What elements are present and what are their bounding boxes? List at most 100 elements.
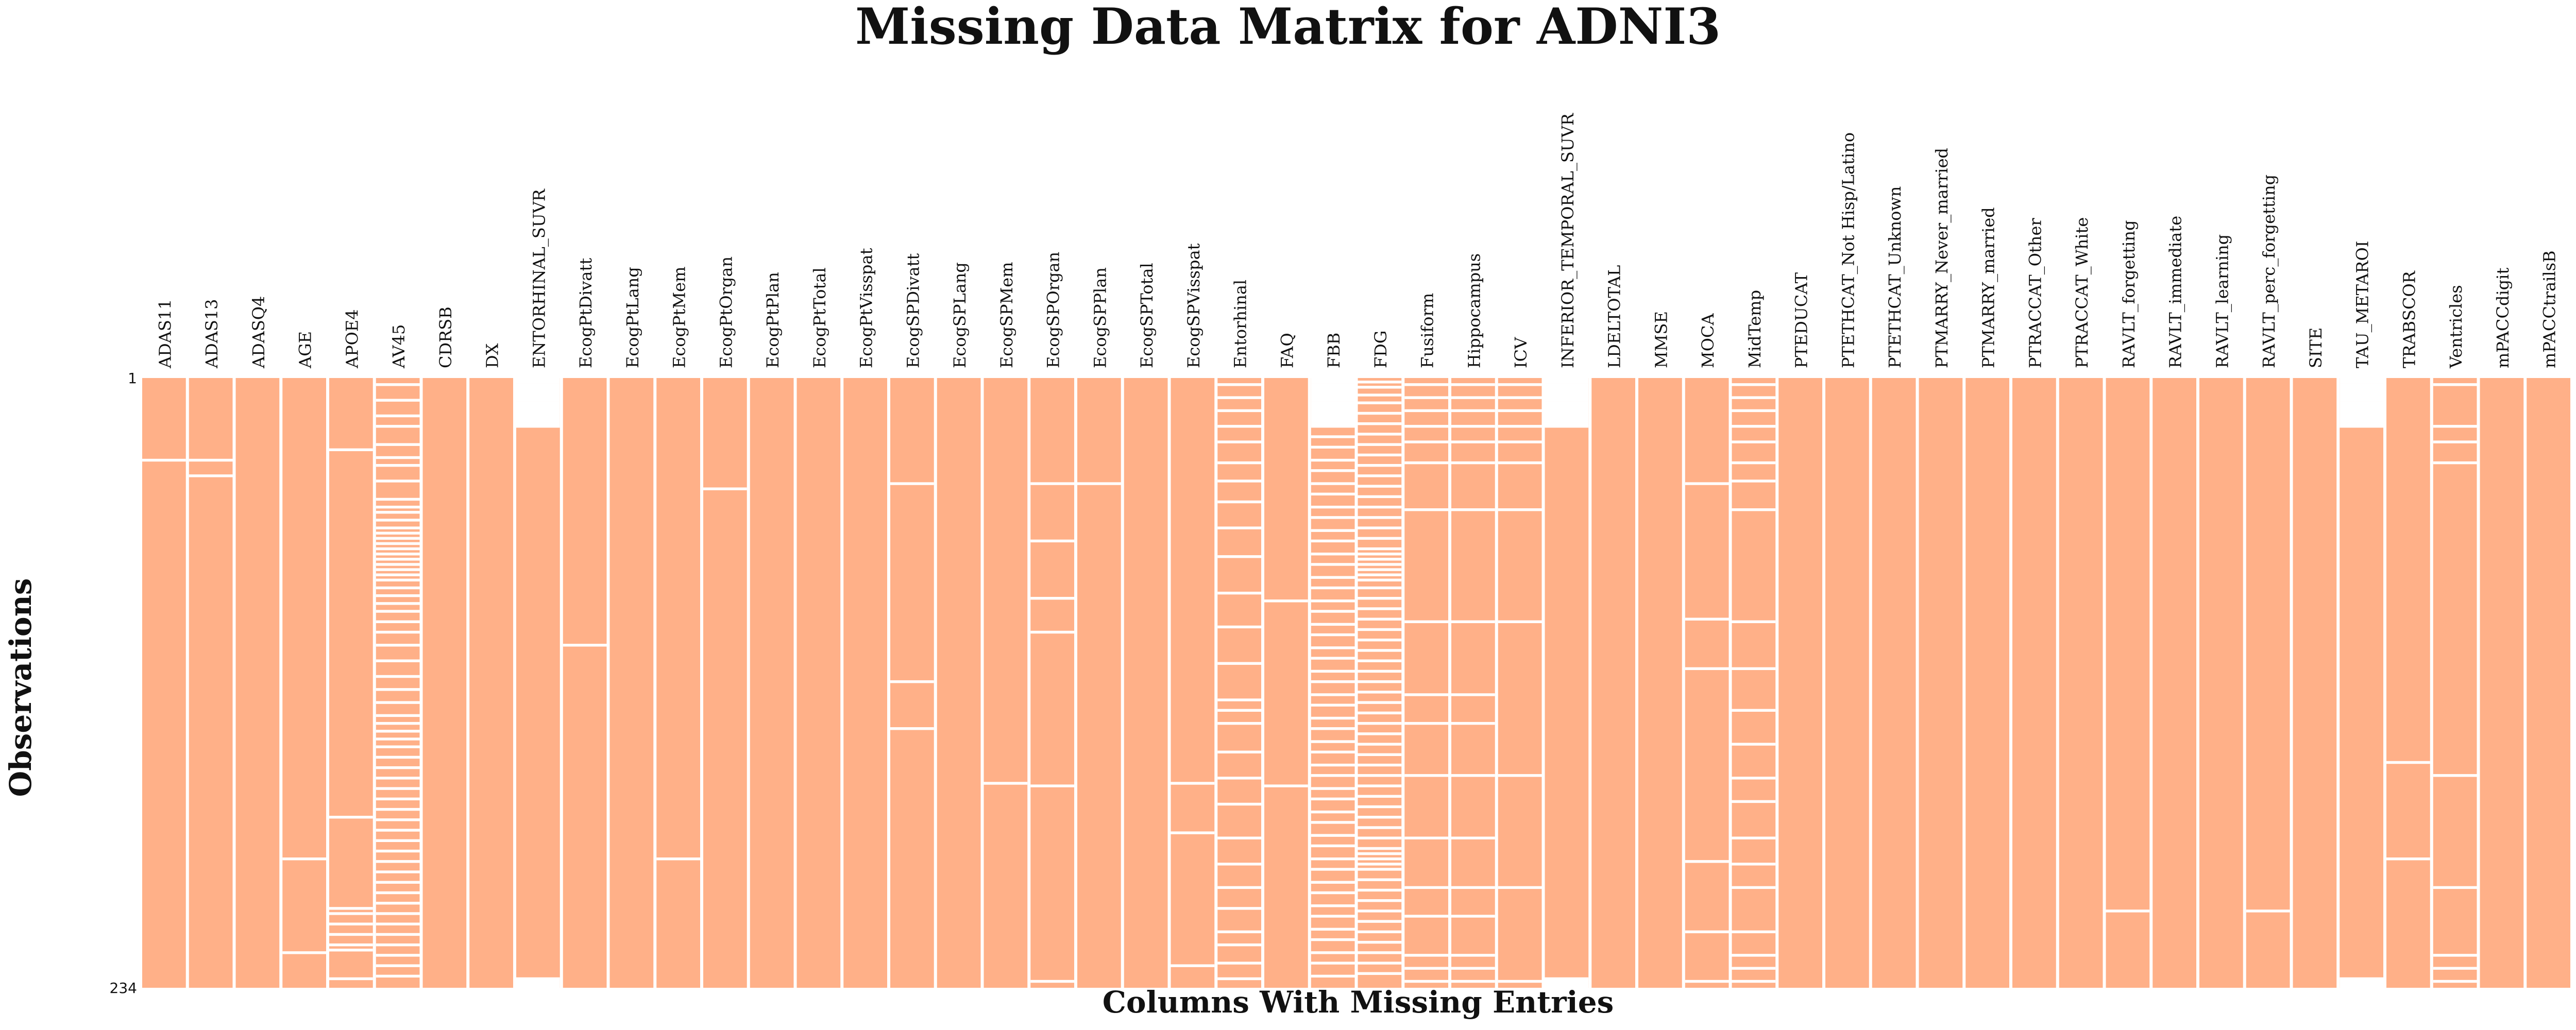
missing-cell [376,808,420,811]
missing-cell [1311,774,1355,777]
missing-cell [376,519,420,522]
present-cell-block [1919,378,1963,988]
missing-cell [1358,753,1402,757]
missing-cell [2433,774,2477,777]
column-label-mpacctrailsb: mPACCtrailsB [2540,250,2560,368]
missing-cell [1217,962,1261,965]
missing-cell [1311,505,1355,509]
missing-cell [376,531,420,535]
missing-cell [1732,863,1776,866]
missing-cell [1311,492,1355,496]
missing-cell [2340,401,2383,404]
missing-cell [376,578,420,582]
missing-cell [2340,381,2383,384]
missing-cell [1311,378,1355,381]
column-label-moca: MOCA [1698,313,1718,368]
missing-cell [376,829,420,832]
missing-cell [516,399,560,402]
missing-cell [1358,940,1402,944]
missing-cell [282,951,326,954]
missing-cell [1498,461,1542,465]
missing-cell [1545,383,1589,386]
x-axis-title: Columns With Missing Entries [1103,985,1614,1020]
present-cell-block [376,378,420,988]
missing-cell [1311,915,1355,918]
missing-cell [1217,930,1261,934]
missing-cell [1545,406,1589,410]
missing-cell [2106,909,2150,913]
missing-cell [376,586,420,590]
missing-cell [1685,482,1729,485]
missing-cell [1358,847,1402,850]
missing-cell [1498,508,1542,511]
missing-cell [1358,433,1402,436]
missing-cell [2386,857,2430,861]
column-label-ravlt-forgetting: RAVLT_forgetting [2119,220,2139,368]
missing-cell [376,497,420,501]
missing-cell [1451,425,1495,428]
matrix-column-ecogptorgan [703,378,747,988]
missing-cell [1311,680,1355,683]
chart-title: Missing Data Matrix for ADNI3 [855,0,1721,56]
missing-cell [376,737,420,741]
missing-cell [2340,414,2383,418]
missing-cell [329,977,373,981]
missing-cell [1217,526,1261,529]
missing-cell [1311,539,1355,543]
missing-cell [1311,399,1355,402]
matrix-column-mpaccdigit [2480,378,2524,988]
missing-cell [376,714,420,717]
missing-cell [656,857,700,861]
column-label-adasq4: ADASQ4 [249,296,268,369]
missing-cell [1498,620,1542,623]
missing-cell [376,777,420,780]
missing-cell [1358,381,1402,384]
missing-cell [1358,617,1402,621]
column-label-ecogspmem: EcogSPMem [997,262,1016,368]
missing-cell [1217,722,1261,725]
missing-cell [2340,391,2383,394]
missing-cell [1358,443,1402,446]
missing-cell [1311,563,1355,566]
missing-cell [376,922,420,925]
matrix-column-ecogsporgan [1030,378,1074,988]
missing-cell [1358,701,1402,704]
missing-cell [1217,591,1261,595]
missing-cell [376,860,420,863]
missing-cell [1358,722,1402,725]
missing-cell [1217,709,1261,712]
present-cell-block [1124,378,1168,988]
missing-cell [376,610,420,613]
present-cell-block [1171,378,1215,988]
missing-cell [1311,396,1355,399]
missing-cell [2340,422,2383,425]
missing-cell [376,542,420,545]
missing-cell [1498,774,1542,777]
missing-cell [1404,425,1448,428]
missing-cell [1311,435,1355,438]
matrix-column-ecogspmem [984,378,1028,988]
missing-cell [1545,391,1589,394]
column-label-fbb: FBB [1324,333,1344,368]
missing-cell [1358,607,1402,610]
missing-cell [1217,625,1261,629]
missing-cell [1358,899,1402,902]
missing-cell [516,391,560,394]
missing-cell [1311,383,1355,386]
missing-cell [516,386,560,389]
missing-cell [1311,386,1355,389]
missing-cell [1404,508,1448,511]
missing-cell [376,558,420,561]
present-cell-block [2153,378,2196,988]
y-axis-title: Observations [3,578,38,797]
missing-cell [329,943,373,947]
missing-cell [1358,784,1402,787]
missing-cell [376,511,420,514]
present-cell-block [2246,378,2290,988]
missing-cell [1311,529,1355,532]
missing-cell [1358,505,1402,509]
missing-cell [1311,623,1355,626]
missing-cell [1498,425,1542,428]
missing-cell [1685,860,1729,863]
missing-cell [1451,508,1495,511]
